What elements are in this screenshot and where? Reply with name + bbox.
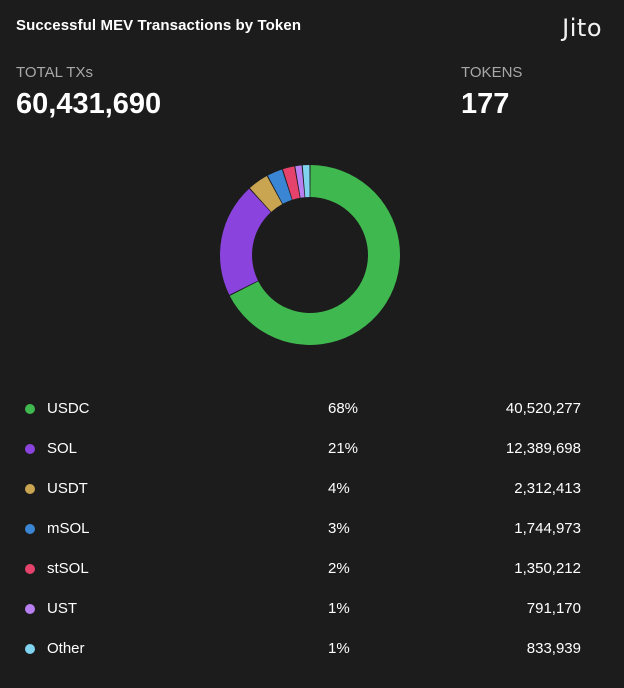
- legend-row-other[interactable]: Other 1% 833,939: [0, 629, 624, 669]
- legend-count: 2,312,413: [514, 480, 581, 497]
- legend-token-name: mSOL: [47, 520, 90, 537]
- legend-token-name: UST: [47, 600, 77, 617]
- chart-title: Successful MEV Transactions by Token: [16, 17, 302, 34]
- legend-token-name: USDT: [47, 480, 88, 497]
- legend-row-sol[interactable]: SOL 21% 12,389,698: [0, 429, 624, 469]
- legend-row-usdt[interactable]: USDT 4% 2,312,413: [0, 469, 624, 509]
- legend-token-name: SOL: [47, 440, 78, 457]
- legend-color-dot: [25, 404, 35, 414]
- tokens-label: TOKENS: [461, 64, 523, 81]
- donut-slice-ust[interactable]: [295, 165, 305, 198]
- legend-token-name: Other: [47, 640, 85, 657]
- donut-slice-usdc[interactable]: [229, 165, 400, 345]
- legend-row-ust[interactable]: UST 1% 791,170: [0, 589, 624, 629]
- legend-percent: 68%: [328, 400, 359, 417]
- legend-percent: 2%: [328, 560, 350, 577]
- legend-count: 12,389,698: [505, 440, 581, 457]
- legend-percent: 3%: [328, 520, 350, 537]
- legend-count: 1,744,973: [514, 520, 581, 537]
- legend-count: 40,520,277: [505, 400, 581, 417]
- donut-slice-sol[interactable]: [220, 188, 271, 295]
- tokens-value: 177: [461, 88, 510, 120]
- total-txs-value: 60,431,690: [16, 88, 162, 120]
- legend-color-dot: [25, 604, 35, 614]
- legend-color-dot: [25, 484, 35, 494]
- legend-count: 833,939: [526, 640, 581, 657]
- donut-slice-usdt[interactable]: [249, 176, 283, 212]
- jito-logo: Jito: [562, 14, 602, 42]
- legend-color-dot: [25, 444, 35, 454]
- legend-percent: 4%: [328, 480, 350, 497]
- legend-row-usdc[interactable]: USDC 68% 40,520,277: [0, 389, 624, 429]
- total-txs-label: TOTAL TXs: [16, 64, 93, 81]
- legend-percent: 1%: [328, 640, 350, 657]
- legend-percent: 1%: [328, 600, 350, 617]
- legend-row-stsol[interactable]: stSOL 2% 1,350,212: [0, 549, 624, 589]
- donut-slice-stsol[interactable]: [282, 166, 300, 200]
- legend-token-name: USDC: [47, 400, 90, 417]
- legend-percent: 21%: [328, 440, 359, 457]
- donut-chart: [220, 165, 400, 345]
- legend-count: 791,170: [526, 600, 581, 617]
- legend-color-dot: [25, 564, 35, 574]
- legend-color-dot: [25, 524, 35, 534]
- legend-color-dot: [25, 644, 35, 654]
- donut-slice-msol[interactable]: [267, 169, 292, 204]
- legend-token-name: stSOL: [47, 560, 89, 577]
- donut-slice-other[interactable]: [302, 165, 310, 198]
- legend-row-msol[interactable]: mSOL 3% 1,744,973: [0, 509, 624, 549]
- legend-count: 1,350,212: [514, 560, 581, 577]
